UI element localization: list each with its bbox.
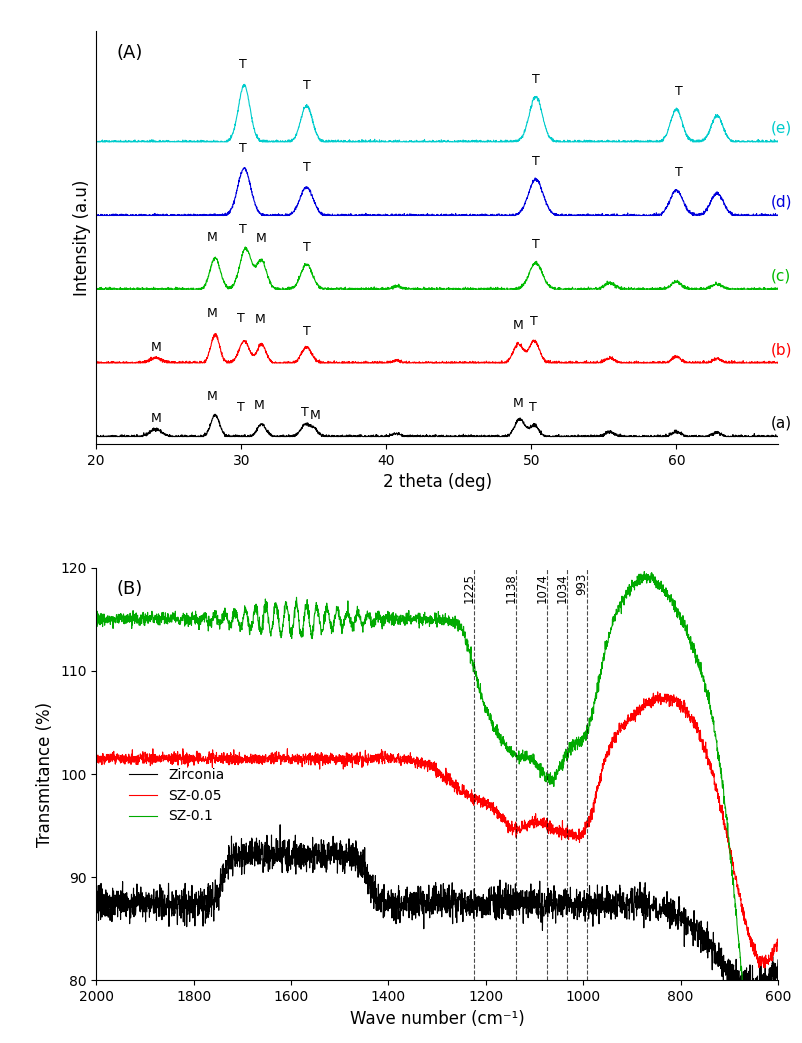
SZ-0.05 bbox=[695, 734, 705, 747]
Text: M: M bbox=[207, 390, 217, 403]
Text: T: T bbox=[675, 84, 683, 98]
Zirconia bbox=[91, 886, 101, 898]
Zirconia bbox=[737, 1000, 747, 1013]
Text: 1074: 1074 bbox=[536, 573, 549, 603]
SZ-0.05 bbox=[760, 962, 770, 974]
Text: M: M bbox=[255, 313, 265, 326]
Line: SZ-0.05: SZ-0.05 bbox=[96, 692, 778, 968]
Text: T: T bbox=[239, 223, 246, 236]
Text: 1225: 1225 bbox=[463, 573, 476, 603]
SZ-0.05 bbox=[482, 803, 492, 816]
Text: T: T bbox=[532, 155, 540, 168]
X-axis label: 2 theta (deg): 2 theta (deg) bbox=[383, 474, 492, 491]
SZ-0.1 bbox=[773, 1038, 783, 1043]
Text: T: T bbox=[302, 406, 309, 419]
SZ-0.1 bbox=[178, 613, 188, 626]
SZ-0.05 bbox=[91, 750, 101, 762]
SZ-0.1 bbox=[91, 612, 101, 625]
Text: T: T bbox=[302, 162, 310, 174]
X-axis label: Wave number (cm⁻¹): Wave number (cm⁻¹) bbox=[350, 1010, 525, 1027]
SZ-0.1 bbox=[104, 614, 114, 627]
SZ-0.05 bbox=[653, 685, 662, 698]
Text: T: T bbox=[532, 73, 540, 86]
Text: (B): (B) bbox=[117, 580, 143, 598]
Text: T: T bbox=[237, 312, 245, 324]
Text: T: T bbox=[529, 402, 537, 414]
SZ-0.1 bbox=[654, 577, 664, 589]
SZ-0.1 bbox=[695, 657, 705, 670]
Text: M: M bbox=[253, 398, 264, 412]
SZ-0.05 bbox=[104, 755, 114, 768]
Text: (b): (b) bbox=[771, 342, 792, 357]
SZ-0.1 bbox=[639, 565, 649, 578]
Text: 1138: 1138 bbox=[505, 573, 518, 603]
Zirconia bbox=[512, 899, 521, 912]
Zirconia bbox=[695, 923, 705, 936]
SZ-0.1 bbox=[511, 749, 520, 761]
SZ-0.05 bbox=[178, 753, 188, 766]
Line: SZ-0.1: SZ-0.1 bbox=[96, 572, 778, 1043]
SZ-0.05 bbox=[511, 831, 520, 844]
Text: T: T bbox=[675, 166, 683, 178]
Text: M: M bbox=[150, 341, 161, 354]
Text: T: T bbox=[530, 315, 538, 328]
Zirconia bbox=[482, 908, 492, 921]
Text: (a): (a) bbox=[771, 416, 792, 431]
Text: T: T bbox=[302, 324, 310, 338]
Text: T: T bbox=[302, 78, 310, 92]
Zirconia bbox=[104, 900, 114, 913]
Text: M: M bbox=[207, 307, 217, 320]
Text: M: M bbox=[256, 232, 267, 245]
Text: (c): (c) bbox=[771, 268, 791, 284]
Text: M: M bbox=[513, 319, 524, 332]
Zirconia bbox=[773, 953, 783, 966]
Text: T: T bbox=[532, 238, 540, 251]
Text: T: T bbox=[239, 142, 246, 155]
SZ-0.05 bbox=[773, 932, 783, 945]
Text: T: T bbox=[302, 241, 310, 253]
Text: T: T bbox=[237, 402, 245, 414]
Zirconia bbox=[275, 819, 285, 831]
Y-axis label: Transmitance (%): Transmitance (%) bbox=[36, 702, 55, 847]
Text: M: M bbox=[150, 412, 161, 425]
SZ-0.05 bbox=[654, 692, 664, 704]
Y-axis label: Intensity (a.u): Intensity (a.u) bbox=[73, 179, 91, 296]
Zirconia bbox=[178, 891, 188, 903]
Text: 1034: 1034 bbox=[556, 573, 569, 603]
Text: (d): (d) bbox=[771, 195, 792, 210]
Text: M: M bbox=[513, 397, 524, 410]
Zirconia bbox=[654, 899, 664, 912]
Text: (e): (e) bbox=[771, 121, 792, 136]
Legend: Zirconia, SZ-0.05, SZ-0.1: Zirconia, SZ-0.05, SZ-0.1 bbox=[124, 762, 230, 829]
Text: M: M bbox=[310, 409, 321, 421]
Line: Zirconia: Zirconia bbox=[96, 825, 778, 1006]
SZ-0.1 bbox=[482, 704, 492, 717]
Text: T: T bbox=[239, 58, 246, 71]
Text: (A): (A) bbox=[117, 44, 143, 62]
Text: M: M bbox=[207, 231, 217, 243]
Text: 993: 993 bbox=[576, 573, 589, 596]
